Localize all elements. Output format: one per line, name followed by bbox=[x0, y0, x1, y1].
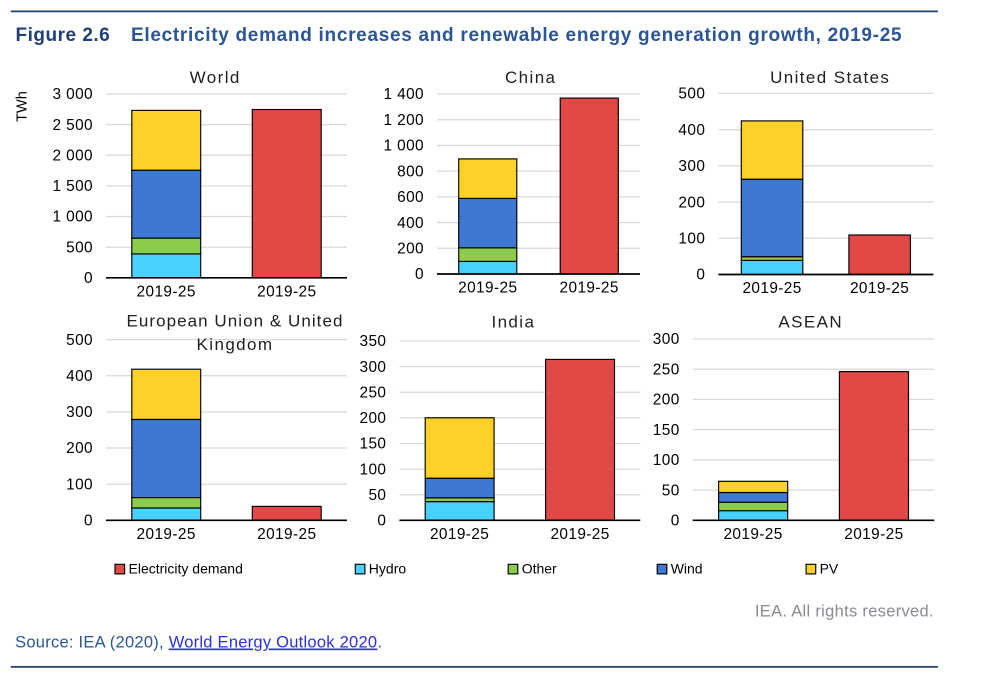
svg-text:500: 500 bbox=[66, 239, 93, 256]
svg-text:2019-25: 2019-25 bbox=[137, 526, 196, 543]
svg-text:500: 500 bbox=[66, 332, 93, 349]
svg-text:100: 100 bbox=[360, 461, 387, 478]
svg-text:0: 0 bbox=[377, 513, 386, 530]
svg-text:300: 300 bbox=[360, 359, 387, 376]
svg-text:50: 50 bbox=[368, 487, 386, 504]
svg-text:2 000: 2 000 bbox=[52, 148, 93, 165]
svg-text:1 000: 1 000 bbox=[383, 138, 424, 155]
svg-text:0: 0 bbox=[696, 267, 705, 284]
svg-text:250: 250 bbox=[360, 384, 387, 401]
svg-text:200: 200 bbox=[397, 241, 424, 258]
svg-text:800: 800 bbox=[397, 163, 424, 180]
svg-text:2019-25: 2019-25 bbox=[850, 280, 909, 297]
svg-text:2019-25: 2019-25 bbox=[430, 526, 489, 543]
svg-text:2019-25: 2019-25 bbox=[137, 283, 196, 300]
svg-text:0: 0 bbox=[671, 513, 680, 530]
svg-text:Wind: Wind bbox=[671, 561, 703, 577]
svg-text:Electricity demand increases a: Electricity demand increases and renewab… bbox=[131, 25, 902, 46]
svg-text:0: 0 bbox=[84, 513, 93, 530]
svg-text:China: China bbox=[505, 68, 556, 87]
svg-text:European Union & United: European Union & United bbox=[127, 312, 344, 331]
svg-text:300: 300 bbox=[653, 331, 680, 348]
svg-text:200: 200 bbox=[678, 194, 705, 211]
svg-text:3 000: 3 000 bbox=[52, 86, 93, 103]
svg-text:200: 200 bbox=[66, 440, 93, 457]
svg-text:400: 400 bbox=[397, 215, 424, 232]
svg-text:0: 0 bbox=[84, 270, 93, 287]
svg-text:United States: United States bbox=[770, 68, 890, 87]
svg-text:IEA. All rights reserved.: IEA. All rights reserved. bbox=[755, 602, 934, 620]
svg-text:300: 300 bbox=[678, 158, 705, 175]
svg-text:Electricity demand: Electricity demand bbox=[129, 561, 243, 577]
svg-text:India: India bbox=[491, 312, 535, 331]
svg-text:World: World bbox=[190, 68, 241, 87]
svg-text:2019-25: 2019-25 bbox=[550, 526, 609, 543]
svg-text:Other: Other bbox=[522, 561, 557, 577]
svg-text:2019-25: 2019-25 bbox=[458, 280, 517, 297]
svg-text:500: 500 bbox=[678, 86, 705, 103]
svg-text:Kingdom: Kingdom bbox=[197, 335, 274, 354]
svg-text:200: 200 bbox=[360, 410, 387, 427]
svg-text:0: 0 bbox=[415, 266, 424, 283]
svg-text:1 000: 1 000 bbox=[52, 209, 93, 226]
svg-text:100: 100 bbox=[653, 452, 680, 469]
svg-text:1 400: 1 400 bbox=[383, 86, 424, 103]
svg-text:200: 200 bbox=[653, 392, 680, 409]
svg-text:100: 100 bbox=[66, 476, 93, 493]
svg-text:Source: IEA (2020), World Ener: Source: IEA (2020), World Energy Outlook… bbox=[15, 634, 382, 652]
svg-text:150: 150 bbox=[360, 436, 387, 453]
svg-text:600: 600 bbox=[397, 189, 424, 206]
svg-text:250: 250 bbox=[653, 361, 680, 378]
svg-text:300: 300 bbox=[66, 404, 93, 421]
svg-text:2019-25: 2019-25 bbox=[844, 526, 903, 543]
svg-text:ASEAN: ASEAN bbox=[778, 312, 843, 331]
svg-text:2019-25: 2019-25 bbox=[723, 526, 782, 543]
svg-text:150: 150 bbox=[653, 422, 680, 439]
svg-text:350: 350 bbox=[360, 333, 387, 350]
svg-text:Figure 2.6: Figure 2.6 bbox=[16, 25, 111, 46]
svg-text:400: 400 bbox=[678, 122, 705, 139]
svg-text:50: 50 bbox=[662, 482, 680, 499]
svg-text:2019-25: 2019-25 bbox=[742, 280, 801, 297]
svg-text:1 500: 1 500 bbox=[52, 178, 93, 195]
svg-text:2019-25: 2019-25 bbox=[257, 526, 316, 543]
svg-text:Hydro: Hydro bbox=[369, 561, 407, 577]
svg-text:1 200: 1 200 bbox=[383, 112, 424, 129]
svg-text:TWh: TWh bbox=[15, 91, 31, 122]
svg-text:PV: PV bbox=[820, 561, 839, 577]
svg-text:400: 400 bbox=[66, 368, 93, 385]
svg-text:2019-25: 2019-25 bbox=[257, 283, 316, 300]
svg-text:2 500: 2 500 bbox=[52, 117, 93, 134]
svg-text:100: 100 bbox=[678, 231, 705, 248]
svg-text:2019-25: 2019-25 bbox=[560, 280, 619, 297]
